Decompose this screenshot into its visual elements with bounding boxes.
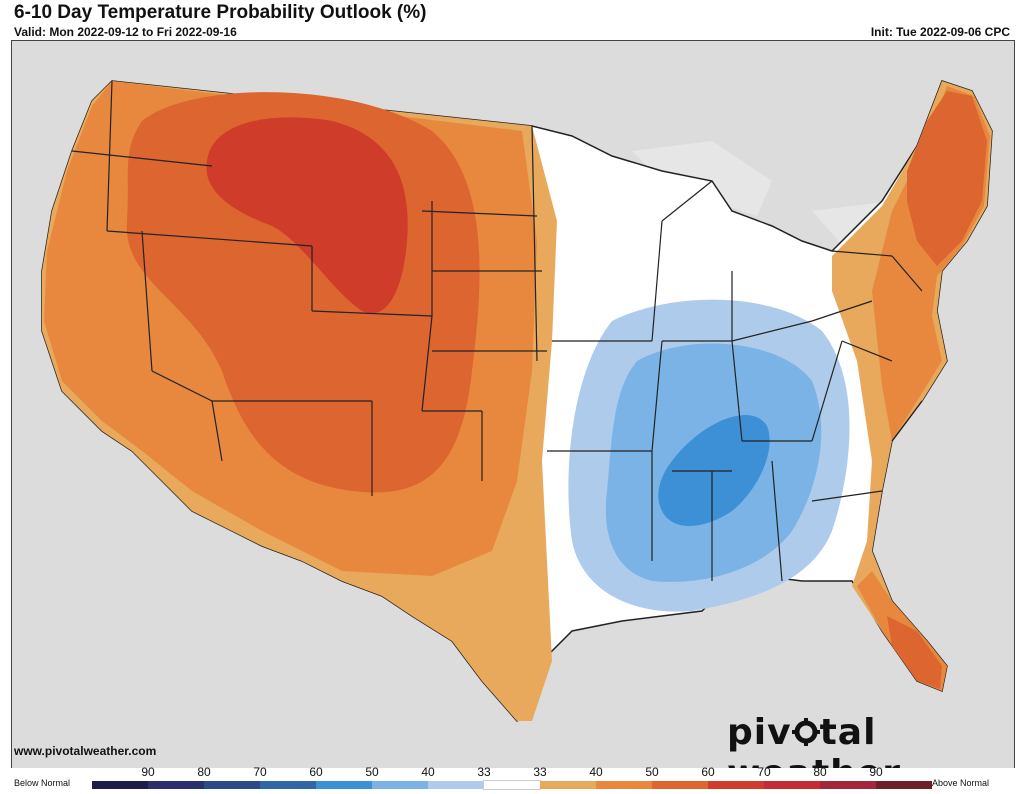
legend-tick: 33 xyxy=(533,765,547,779)
legend-swatch xyxy=(428,781,484,789)
legend-tick: 40 xyxy=(421,765,435,779)
legend-bar: Below Normal Above Normal 90 80 70 60 50 40 33… xyxy=(0,765,1024,791)
brand-text-left: piv xyxy=(727,712,792,753)
legend-tick: 40 xyxy=(589,765,603,779)
legend-swatch xyxy=(483,780,541,790)
legend-swatch xyxy=(372,781,428,789)
init-time: Init: Tue 2022-09-06 CPC xyxy=(870,25,1010,39)
legend-tick: 80 xyxy=(813,765,827,779)
legend-below-label: Below Normal xyxy=(14,778,71,788)
map-canvas xyxy=(12,41,1014,768)
legend-swatch xyxy=(204,781,260,789)
above-60-florida xyxy=(887,616,942,689)
map-title: 6-10 Day Temperature Probability Outlook… xyxy=(14,2,427,23)
legend-swatch xyxy=(540,781,596,789)
legend-tick: 70 xyxy=(253,765,267,779)
valid-period: Valid: Mon 2022-09-12 to Fri 2022-09-16 xyxy=(14,25,237,39)
legend-swatch xyxy=(876,781,932,789)
legend-tick: 60 xyxy=(701,765,715,779)
legend-swatch xyxy=(652,781,708,789)
legend-tick: 50 xyxy=(365,765,379,779)
legend-swatch xyxy=(708,781,764,789)
legend-swatch xyxy=(260,781,316,789)
state-boundaries xyxy=(71,80,923,582)
legend-swatch xyxy=(92,781,148,789)
legend-above-label: Above Normal xyxy=(932,778,990,788)
legend-swatch xyxy=(820,781,876,789)
legend-tick: 50 xyxy=(645,765,659,779)
legend-swatch xyxy=(148,781,204,789)
legend-swatch xyxy=(316,781,372,789)
legend-tick: 70 xyxy=(757,765,771,779)
legend-tick: 90 xyxy=(141,765,155,779)
header: 6-10 Day Temperature Probability Outlook… xyxy=(0,0,1024,40)
legend-tick: 60 xyxy=(309,765,323,779)
gear-icon xyxy=(791,718,820,746)
legend-swatch xyxy=(596,781,652,789)
legend-tick: 90 xyxy=(869,765,883,779)
above-60-northeast xyxy=(907,91,987,266)
legend-tick: 33 xyxy=(477,765,491,779)
outlook-map[interactable] xyxy=(11,40,1015,769)
legend-tick: 80 xyxy=(197,765,211,779)
legend-swatch xyxy=(764,781,820,789)
above-70-west xyxy=(206,117,408,314)
website-link[interactable]: www.pivotalweather.com xyxy=(14,744,157,758)
